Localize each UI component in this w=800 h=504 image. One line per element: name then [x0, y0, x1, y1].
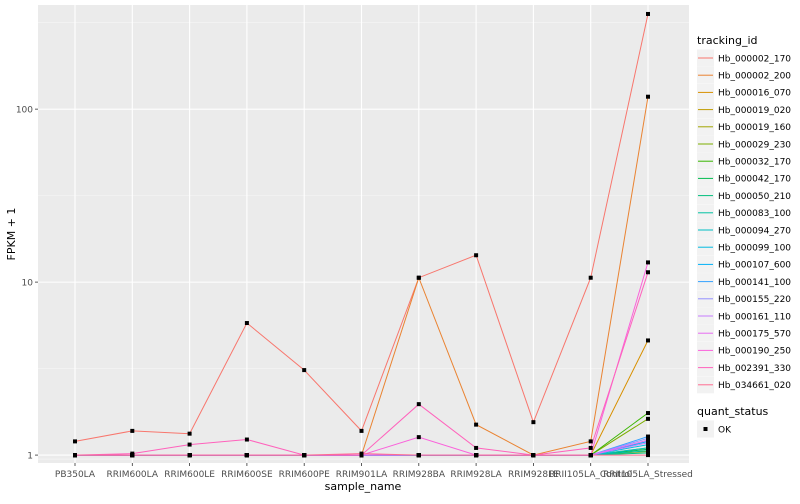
legend-label: Hb_000107_600: [718, 261, 791, 271]
legend-items: Hb_000002_170 Hb_000002_200 Hb_000016_070 H…: [697, 49, 791, 394]
data-point: [244, 453, 249, 458]
data-point: [474, 422, 479, 427]
legend-label: Hb_000002_200: [718, 72, 791, 82]
x-tick-label: RRII105LA_Stressed: [603, 470, 693, 480]
data-point: [474, 445, 479, 450]
legend-label: Hb_000141_100: [718, 278, 791, 288]
data-point: [646, 453, 650, 458]
legend-label: Hb_000155_220: [718, 295, 791, 305]
shape-legend-title: quant_status: [697, 405, 769, 418]
x-tick-label: RRIM600PE: [279, 470, 331, 480]
data-point: [73, 453, 77, 458]
data-point: [646, 11, 650, 16]
legend-label: Hb_000094_270: [718, 226, 791, 236]
data-point: [73, 439, 77, 444]
data-point: [187, 442, 192, 447]
y-axis: 1 10 100: [16, 106, 38, 462]
legend-label: Hb_034661_020: [718, 381, 791, 391]
data-point: [588, 275, 593, 280]
data-point: [646, 440, 650, 445]
data-point: [130, 453, 135, 458]
legend-label: Hb_000083_100: [718, 209, 791, 219]
data-point: [531, 453, 536, 458]
legend-label: Hb_000050_210: [718, 192, 791, 202]
data-point: [474, 253, 479, 258]
shape-legend-marker: [703, 427, 708, 431]
legend-label: Hb_000099_100: [718, 244, 791, 254]
legend: tracking_id Hb_000002_170Hb_000002_200Hb…: [697, 34, 791, 438]
x-tick-label: RRIM600SE: [221, 470, 273, 480]
x-axis-title: sample_name: [325, 480, 402, 493]
data-point: [646, 416, 650, 421]
data-point: [531, 420, 536, 425]
data-point: [359, 428, 364, 433]
data-point: [244, 437, 249, 442]
data-point: [244, 321, 249, 326]
x-tick-label: RRIM928LE: [508, 470, 559, 480]
legend-label: Hb_000002_170: [718, 54, 791, 64]
data-point: [646, 445, 650, 450]
series-points: [73, 11, 650, 458]
legend-label: Hb_000042_170: [718, 175, 791, 185]
legend-label: Hb_000190_250: [718, 347, 791, 357]
data-point: [646, 450, 650, 455]
data-point: [588, 439, 593, 444]
legend-label: Hb_000161_110: [718, 312, 791, 322]
data-point: [416, 435, 421, 440]
data-point: [302, 368, 307, 373]
data-point: [588, 445, 593, 450]
x-tick-label: RRIM600LA: [107, 470, 159, 480]
data-point: [416, 275, 421, 280]
x-tick-label: RRII105LA_Control: [549, 470, 632, 480]
data-point: [416, 453, 421, 458]
legend-label: Hb_000032_170: [718, 158, 791, 168]
x-tick-label: PB350LA: [55, 470, 96, 480]
x-tick-label: RRIM901LA: [336, 470, 388, 480]
y-axis-title: FPKM + 1: [5, 208, 18, 261]
y-tick-label: 1: [27, 452, 33, 462]
legend-label: Hb_000029_230: [718, 140, 791, 150]
data-point: [646, 338, 650, 343]
data-point: [646, 448, 650, 453]
legend-title: tracking_id: [697, 34, 758, 47]
data-point: [646, 260, 650, 265]
data-point: [187, 453, 192, 458]
data-point: [646, 411, 650, 416]
legend-label: Hb_002391_330: [718, 364, 791, 374]
data-point: [302, 453, 307, 458]
legend-label: Hb_000175_570: [718, 330, 791, 340]
shape-legend-items: OK: [697, 420, 732, 438]
plot-panel: [38, 5, 689, 463]
data-point: [130, 428, 135, 433]
y-tick-label: 100: [16, 106, 33, 116]
data-point: [646, 270, 650, 275]
grid-minor: [38, 22, 689, 460]
legend-label: Hb_000019_020: [718, 106, 791, 116]
x-axis: PB350LA RRIM600LA RRIM600LE RRIM600SE RRIM60…: [55, 463, 693, 480]
data-point: [588, 453, 593, 458]
data-point: [474, 453, 479, 458]
legend-label: Hb_000019_160: [718, 123, 791, 133]
x-tick-label: RRIM928BA: [393, 470, 446, 480]
data-point: [416, 402, 421, 407]
x-tick-label: RRIM928LA: [450, 470, 502, 480]
x-tick-label: RRIM600LE: [164, 470, 215, 480]
data-point: [359, 451, 364, 456]
shape-legend-label: OK: [718, 425, 732, 435]
y-tick-label: 10: [22, 279, 34, 289]
data-point: [187, 431, 192, 436]
legend-label: Hb_000016_070: [718, 89, 791, 99]
data-point: [646, 438, 650, 443]
data-point: [646, 94, 650, 99]
